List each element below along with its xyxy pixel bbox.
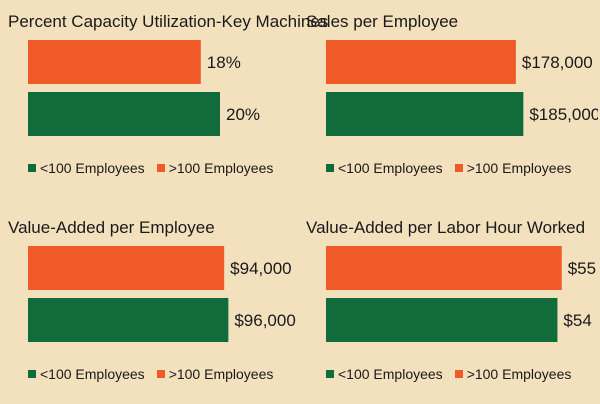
legend-item-under100: <100 Employees [28, 366, 145, 382]
legend-swatch-green [28, 164, 36, 172]
data-label: $54 [563, 311, 591, 330]
data-label: $55 [568, 259, 596, 278]
legend-label: <100 Employees [338, 160, 443, 176]
legend-swatch-orange [156, 164, 165, 172]
data-label: $96,000 [234, 311, 295, 330]
chart-value-added-per-employee: Value-Added per Employee $94,000 $96,000 … [8, 214, 300, 404]
legend-item-under100: <100 Employees [326, 366, 443, 382]
legend-swatch-orange [454, 164, 463, 172]
legend: <100 Employees >100 Employees [28, 366, 285, 382]
data-label: 20% [226, 105, 260, 124]
bar-over100 [28, 246, 225, 290]
legend-swatch-green [326, 164, 334, 172]
chart-title: Value-Added per Labor Hour Worked [306, 218, 586, 237]
bar-over100 [326, 246, 562, 290]
chart-sales-per-employee: Sales per Employee $178,000 $185,000 <100… [306, 8, 598, 198]
legend-item-under100: <100 Employees [326, 160, 443, 176]
legend-label: >100 Employees [168, 366, 274, 382]
legend-swatch-green [326, 370, 334, 378]
chart-title: Value-Added per Employee [8, 218, 215, 237]
bar-chart: $94,000 $96,000 [28, 246, 296, 342]
legend-swatch-orange [156, 370, 165, 378]
bar-chart: 18% 20% [28, 40, 260, 136]
legend-label: >100 Employees [168, 160, 274, 176]
legend-item-under100: <100 Employees [28, 160, 145, 176]
legend: <100 Employees >100 Employees [28, 160, 285, 176]
bar-chart: $55 $54 [326, 246, 596, 342]
legend-swatch-orange [454, 370, 463, 378]
data-label: $185,000 [529, 105, 598, 124]
chart-value-added-per-labor-hour: Value-Added per Labor Hour Worked $55 $54… [306, 214, 598, 404]
data-label: $178,000 [522, 53, 593, 72]
bar-under100 [28, 92, 220, 136]
bar-chart: $178,000 $185,000 [326, 40, 598, 136]
legend-item-over100: >100 Employees [454, 160, 572, 176]
bar-over100 [28, 40, 201, 84]
bar-over100 [326, 40, 516, 84]
legend-item-over100: >100 Employees [454, 366, 572, 382]
bar-under100 [326, 92, 524, 136]
legend-label: <100 Employees [40, 160, 145, 176]
legend-item-over100: >100 Employees [156, 366, 274, 382]
legend-item-over100: >100 Employees [156, 160, 274, 176]
data-label: $94,000 [230, 259, 291, 278]
legend-label: <100 Employees [40, 366, 145, 382]
data-label: 18% [207, 53, 241, 72]
chart-title: Sales per Employee [306, 12, 459, 31]
bar-under100 [28, 298, 229, 342]
legend: <100 Employees >100 Employees [326, 160, 583, 176]
chart-title: Percent Capacity Utilization-Key Machine… [8, 12, 329, 31]
legend: <100 Employees >100 Employees [326, 366, 583, 382]
legend-label: <100 Employees [338, 366, 443, 382]
bar-under100 [326, 298, 558, 342]
legend-swatch-green [28, 370, 36, 378]
legend-label: >100 Employees [466, 160, 572, 176]
chart-capacity-utilization: Percent Capacity Utilization-Key Machine… [8, 8, 328, 198]
legend-label: >100 Employees [466, 366, 572, 382]
